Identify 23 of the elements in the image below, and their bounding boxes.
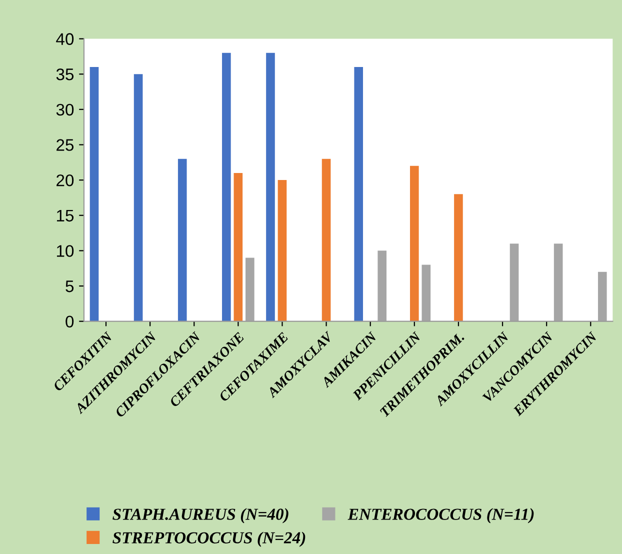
bar: [354, 67, 364, 322]
y-tick-label: 15: [56, 210, 74, 222]
bar: [322, 158, 331, 322]
bar: [134, 74, 143, 322]
bar: [454, 194, 463, 322]
bar: [278, 180, 287, 322]
bar: [410, 166, 419, 322]
legend-label: STAPH.AUREUS (N=40): [112, 508, 288, 524]
y-tick-label: 40: [56, 33, 74, 45]
y-tick-label: 5: [66, 280, 74, 292]
bar: [234, 172, 243, 322]
bar: [90, 67, 99, 322]
bar: [266, 52, 275, 322]
y-tick-label: 0: [66, 316, 74, 328]
legend-label: STREPTOCOCCUS (N=24): [112, 532, 306, 547]
y-tick-label: 30: [56, 104, 74, 116]
legend-label: ENTEROCOCCUS (N=11): [348, 508, 534, 524]
y-tick-label: 25: [56, 139, 74, 151]
y-tick-label: 20: [56, 174, 74, 186]
y-tick-label: 10: [56, 245, 74, 257]
bar: [222, 52, 231, 322]
bar: [178, 158, 187, 322]
y-tick-label: 35: [56, 68, 74, 80]
